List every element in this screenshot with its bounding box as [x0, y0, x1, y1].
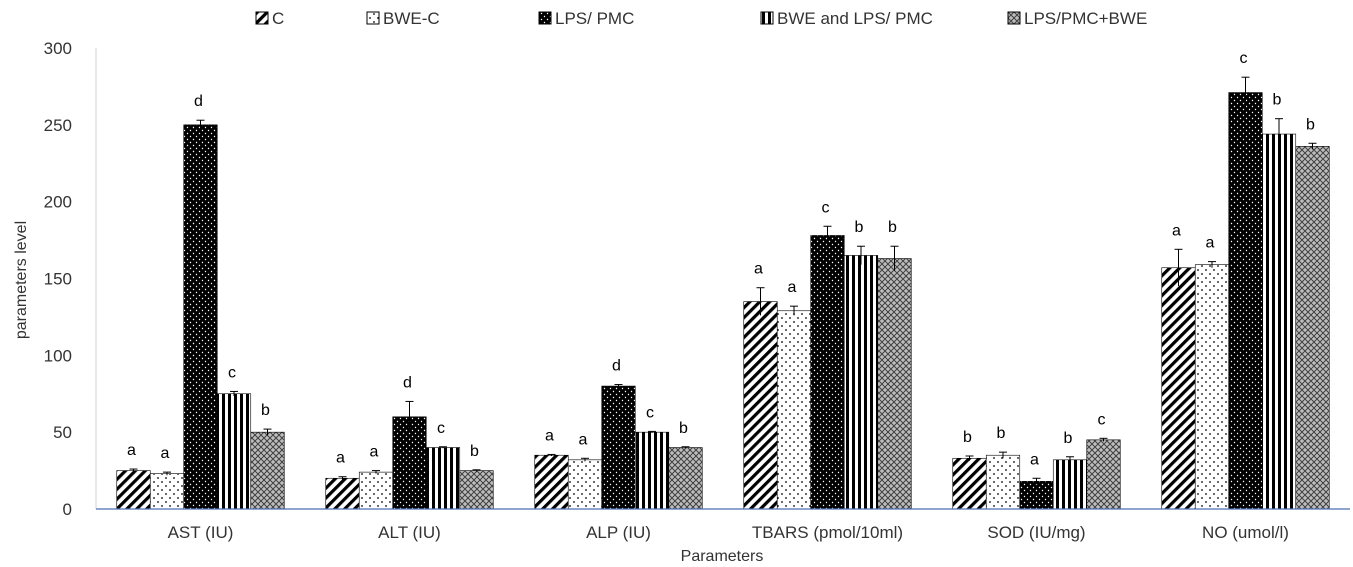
significance-label: b — [679, 420, 688, 437]
bar — [1161, 267, 1196, 510]
bar — [250, 431, 285, 510]
bar — [459, 470, 494, 510]
y-axis: 0 50 100 150 200 250 300 — [44, 39, 72, 519]
significance-label: c — [437, 420, 445, 437]
bar — [1194, 264, 1230, 510]
bar — [567, 459, 603, 510]
x-axis-title: Parameters — [681, 548, 764, 565]
significance-label: a — [370, 444, 379, 461]
legend: C BWE-C LPS/ PMC BWE and LPS/ PMC LPS/PMC+BW… — [255, 9, 1147, 28]
significance-label: b — [997, 425, 1006, 442]
y-tick-label: 250 — [44, 116, 72, 135]
y-tick-label: 150 — [44, 270, 72, 289]
bar — [1295, 146, 1330, 510]
y-tick-label: 300 — [44, 39, 72, 58]
significance-label: a — [545, 427, 554, 444]
legend-label: BWE-C — [383, 9, 440, 28]
significance-label: b — [1273, 92, 1282, 109]
bar — [601, 385, 636, 510]
bar — [1228, 92, 1263, 510]
y-tick-label: 50 — [53, 423, 72, 442]
bar — [985, 454, 1021, 510]
bar — [952, 457, 987, 510]
significance-label: a — [336, 450, 345, 467]
bar — [843, 255, 879, 510]
significance-label: b — [963, 429, 972, 446]
bar — [1052, 459, 1088, 510]
bar — [183, 124, 218, 510]
legend-label: LPS/ PMC — [555, 9, 634, 28]
bar — [216, 393, 252, 510]
legend-label: BWE and LPS/ PMC — [777, 9, 933, 28]
y-tick-label: 200 — [44, 193, 72, 212]
significance-label: c — [1240, 50, 1248, 67]
significance-label: b — [470, 443, 479, 460]
legend-swatch — [538, 11, 552, 25]
bar — [149, 473, 185, 510]
significance-label: a — [754, 261, 763, 278]
x-tick-label: SOD (IU/mg) — [987, 523, 1085, 542]
legend-swatch — [255, 11, 269, 25]
significance-label: d — [612, 358, 621, 375]
bar — [325, 477, 360, 510]
legend-swatch — [1007, 11, 1021, 25]
x-axis: AST (IU) ALT (IU) ALP (IU) TBARS (pmol/10ml… — [168, 523, 1289, 542]
bar — [116, 470, 151, 510]
significance-label: b — [888, 219, 897, 236]
x-tick-label: TBARS (pmol/10ml) — [752, 523, 903, 542]
legend-label: C — [272, 9, 284, 28]
significance-label: d — [194, 93, 203, 110]
legend-swatch — [760, 11, 774, 25]
bar — [877, 258, 912, 510]
y-tick-label: 100 — [44, 346, 72, 365]
legend-swatch — [366, 11, 380, 25]
significance-label: a — [1172, 222, 1181, 239]
significance-label: a — [1030, 451, 1039, 468]
significance-label: c — [822, 199, 830, 216]
significance-label: c — [228, 364, 236, 381]
y-tick-label: 0 — [63, 500, 72, 519]
bar — [1019, 481, 1054, 510]
significance-label: b — [1306, 116, 1315, 133]
bar — [776, 310, 812, 510]
x-tick-label: ALP (IU) — [586, 523, 651, 542]
x-tick-label: AST (IU) — [168, 523, 234, 542]
bar — [1261, 133, 1297, 510]
significance-label: c — [1098, 411, 1106, 428]
bar — [668, 447, 703, 510]
significance-label: a — [579, 431, 588, 448]
bar — [810, 235, 845, 510]
significance-label: b — [855, 219, 864, 236]
bar — [634, 431, 670, 510]
bar — [1086, 439, 1121, 510]
significance-label: a — [788, 279, 797, 296]
significance-label: a — [127, 442, 136, 459]
x-tick-label: NO (umol/l) — [1202, 523, 1289, 542]
significance-label: d — [403, 374, 412, 391]
bar — [743, 301, 778, 510]
bar — [358, 471, 394, 510]
error-bars — [129, 76, 1317, 485]
significance-label: c — [646, 404, 654, 421]
bar — [425, 447, 461, 510]
legend-label: LPS/PMC+BWE — [1024, 9, 1147, 28]
bars — [116, 92, 1330, 510]
significance-label: b — [1064, 430, 1073, 447]
y-axis-title: parameters level — [13, 221, 30, 339]
significance-label: b — [261, 402, 270, 419]
x-tick-label: ALT (IU) — [378, 523, 441, 542]
significance-label: a — [161, 445, 170, 462]
bar — [534, 454, 569, 510]
significance-labels: a a d c b a a d c b a a d c b a a c b b b b a b c a a c b b — [127, 50, 1315, 468]
significance-label: a — [1206, 235, 1215, 252]
